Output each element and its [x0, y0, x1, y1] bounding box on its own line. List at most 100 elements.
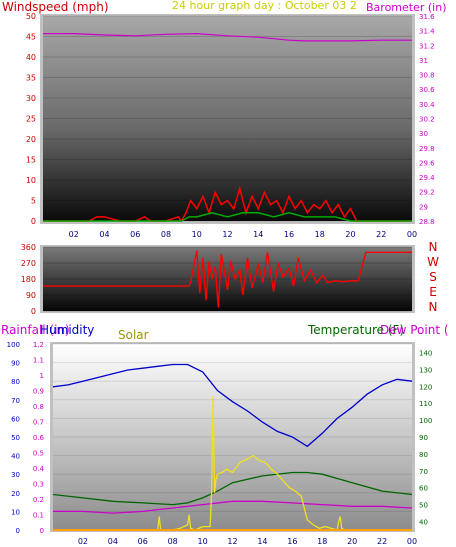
wind-baro-grid: [43, 15, 412, 222]
compass-label-n: N: [429, 300, 438, 314]
wind-direction-grid: [43, 246, 412, 312]
temperature-humidity-x-tick-label: 10: [197, 537, 207, 546]
rainfall-tick-label: 0.3: [33, 481, 44, 489]
temperature-humidity-series: [52, 363, 413, 531]
rainfall-tick-label: 1: [40, 372, 44, 380]
rainfall-tick-label: 0.9: [33, 388, 44, 396]
series-line-solar: [53, 396, 412, 531]
compass-label-n: N: [429, 240, 438, 254]
windspeed-axis: 0 5 10 15 20 25 30 35 40 45 50: [26, 12, 36, 226]
rainfall-tick-label: 0.6: [33, 434, 45, 442]
rainfall-axis: 0 0.1 0.2 0.3 0.4 0.5 0.6 0.7 0.8 0.9 1 1.1 1.2: [33, 341, 45, 535]
humidity-tick-label: 40: [11, 453, 20, 461]
temperature-humidity-x-tick-label: 20: [347, 537, 357, 546]
humidity-tick-label: 30: [11, 471, 20, 479]
humidity-tick-label: 0: [16, 527, 20, 535]
wind-baro-x-tick-label: 10: [192, 230, 202, 239]
barometer-tick-label: 29.2: [419, 189, 435, 197]
wind-baro-x-tick-label: 04: [99, 230, 109, 239]
wind-direction-chart: 0 90 180 270 360: [21, 243, 415, 316]
temperature-humidity-x-tick-label: 18: [317, 537, 327, 546]
temperature-humidity-grid: [53, 343, 412, 531]
temperature-tick-label: 80: [419, 451, 428, 459]
temperature-humidity-x-tick-label: 08: [168, 537, 178, 546]
barometer-axis-label: Barometer (in): [366, 1, 447, 14]
wind-baro-x-tick-label: 08: [161, 230, 171, 239]
windspeed-tick-label: 25: [26, 115, 36, 124]
series-line-barometer: [43, 32, 412, 42]
wind-baro-x-tick-label: 12: [222, 230, 232, 239]
series-line-wind-average: [43, 212, 412, 222]
humidity-tick-label: 100: [7, 341, 20, 349]
wind-direction-tick-label: 90: [26, 291, 36, 300]
temperature-humidity-x-tick-label: 04: [108, 537, 118, 546]
windspeed-tick-label: 10: [26, 176, 36, 185]
humidity-axis: 0 10 20 30 40 50 60 70 80 90 100: [7, 341, 20, 535]
dewpoint-legend: Dew Point (: [380, 323, 449, 337]
rainfall-tick-label: 1.2: [33, 341, 44, 349]
temperature-humidity-x-tick-label: 12: [227, 537, 237, 546]
series-line-dew-point: [53, 500, 413, 514]
barometer-tick-label: 29.4: [419, 174, 435, 182]
temperature-humidity-x-tick-label: 02: [78, 537, 88, 546]
temperature-tick-label: 70: [419, 468, 428, 476]
rainfall-tick-label: 0.7: [33, 419, 44, 427]
solar-legend: Solar: [118, 328, 149, 342]
wind-baro-plot-area: [43, 16, 412, 221]
barometer-tick-label: 30.4: [419, 101, 435, 109]
windspeed-tick-label: 45: [26, 33, 36, 42]
humidity-tick-label: 50: [11, 434, 20, 442]
wind-direction-tick-label: 360: [21, 243, 36, 252]
barometer-tick-label: 29.6: [419, 159, 435, 167]
temperature-humidity-x-tick-label: 06: [138, 537, 148, 546]
rainfall-tick-label: 1.1: [33, 357, 44, 365]
series-line-temperature: [52, 471, 413, 506]
temperature-tick-label: 40: [419, 519, 428, 527]
barometer-tick-label: 31.2: [419, 42, 435, 50]
windspeed-tick-label: 20: [26, 135, 36, 144]
temperature-tick-label: 100: [419, 417, 432, 425]
rainfall-tick-label: 0: [40, 527, 44, 535]
humidity-tick-label: 70: [11, 397, 20, 405]
wind-baro-series: [43, 32, 412, 223]
barometer-tick-label: 31: [419, 57, 428, 65]
barometer-axis: 28.8 29 29.2 29.4 29.6 29.8 30 30.2 30.4 30.6 30.8…: [419, 13, 435, 226]
rainfall-tick-label: 0.5: [33, 450, 44, 458]
rainfall-legend: Rainfall (in): [1, 323, 70, 337]
rainfall-tick-label: 0.4: [33, 465, 45, 473]
wind-direction-tick-label: 270: [21, 259, 36, 268]
wind-baro-x-tick-label: 00: [407, 230, 417, 239]
temperature-humidity-chart: 0 0.1 0.2 0.3 0.4 0.5 0.6 0.7 0.8 0.9 1 1.1 1.2 0 10 2…: [7, 341, 433, 546]
wind-baro-x-tick-label: 14: [253, 230, 263, 239]
humidity-tick-label: 90: [11, 360, 20, 368]
rainfall-tick-label: 0.2: [33, 496, 44, 504]
wind-direction-tick-label: 0: [31, 307, 36, 316]
compass-label-s: S: [429, 270, 437, 284]
humidity-tick-label: 60: [11, 415, 20, 423]
temperature-tick-label: 90: [419, 434, 428, 442]
windspeed-tick-label: 15: [26, 156, 36, 165]
wind-baro-x-tick-label: 20: [345, 230, 355, 239]
barometer-tick-label: 30.8: [419, 72, 435, 80]
temperature-humidity-x-tick-label: 00: [407, 537, 417, 546]
rainfall-tick-label: 0.8: [33, 403, 44, 411]
humidity-tick-label: 20: [11, 490, 20, 498]
wind-baro-x-tick-label: 16: [284, 230, 294, 239]
barometer-tick-label: 31.4: [419, 28, 435, 36]
windspeed-tick-label: 30: [26, 94, 36, 103]
compass-label-w: W: [427, 255, 439, 269]
temperature-humidity-x-axis: 02 04 06 08 10 12 14 16 18 20 22 00: [78, 537, 417, 546]
wind-baro-x-tick-label: 06: [130, 230, 140, 239]
temperature-tick-label: 50: [419, 502, 428, 510]
series-line-humidity: [52, 363, 413, 448]
windspeed-axis-label: Windspeed (mph): [2, 0, 109, 14]
chart-title: 24 hour graph day : October 03 2: [172, 0, 357, 12]
windspeed-tick-label: 40: [26, 53, 36, 62]
humidity-legend: Humidity: [40, 323, 94, 337]
wind-direction-tick-label: 180: [21, 275, 36, 284]
series-line-wind-gust: [43, 185, 412, 223]
barometer-tick-label: 29: [419, 203, 428, 211]
temperature-humidity-x-tick-label: 16: [287, 537, 297, 546]
